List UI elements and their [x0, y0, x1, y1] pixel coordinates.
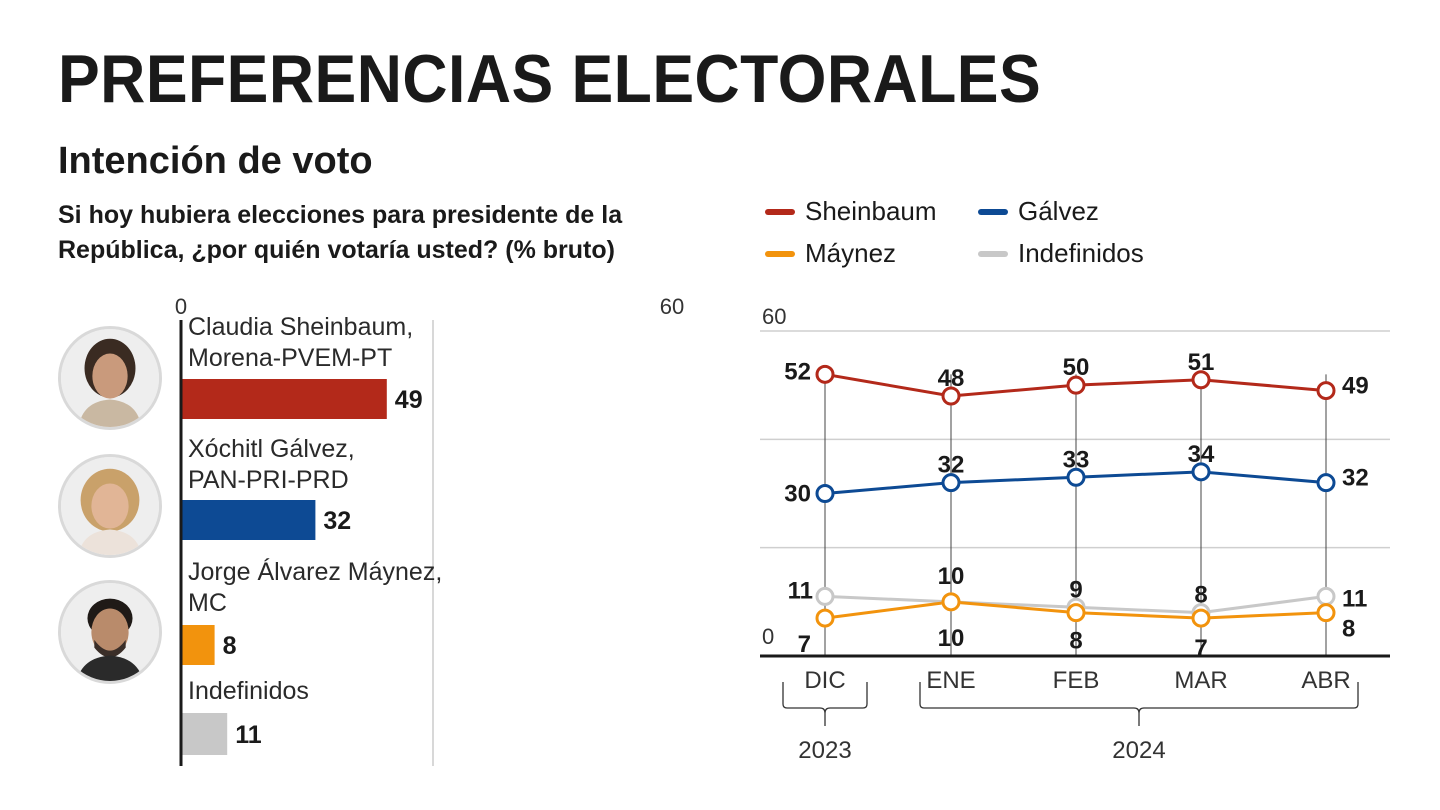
year-bracket [919, 682, 1359, 714]
data-point [941, 386, 961, 406]
bar [181, 500, 316, 540]
data-label: 7 [798, 631, 811, 658]
data-label: 32 [1342, 465, 1369, 492]
bar [181, 379, 387, 419]
legend-label: Sheinbaum [805, 196, 937, 226]
data-label: 50 [1063, 354, 1090, 381]
data-point [1191, 462, 1211, 482]
x-tick-label: ABR [1301, 667, 1350, 694]
data-label: 33 [1063, 446, 1090, 473]
data-label: 8 [1194, 582, 1207, 609]
line-chart: 60 0 52 48 50 51 49 30 32 33 34 32 11 10 9 8 11 7 10 8 7 8 DIC… [760, 304, 1390, 764]
legend-item-indefinidos: Indefinidos [978, 238, 1144, 269]
bar-category-label: Jorge Álvarez Máynez, [188, 557, 442, 586]
data-label: 52 [784, 358, 811, 385]
x-tick-label: ENE [926, 667, 975, 694]
bar-category-label: Xóchitl Gálvez, [188, 435, 355, 463]
bar-value-label: 32 [323, 507, 351, 535]
bar-category-label: MC [188, 589, 227, 617]
bar-category-label: Claudia Sheinbaum, [188, 313, 413, 341]
data-point [815, 608, 835, 628]
legend-item-sheinbaum: Sheinbaum [765, 196, 937, 227]
bar-value-label: 49 [395, 386, 423, 414]
data-label: 11 [1342, 585, 1367, 612]
data-label: 11 [788, 577, 813, 604]
x-tick-label: DIC [804, 667, 845, 694]
data-label: 10 [938, 563, 965, 590]
data-point [1191, 608, 1211, 628]
candidate-photo-galvez [58, 454, 162, 558]
year-label: 2023 [798, 737, 851, 764]
data-label: 8 [1342, 616, 1355, 643]
data-label: 10 [938, 625, 965, 652]
data-point [941, 592, 961, 612]
bar [181, 713, 228, 755]
data-point [815, 484, 835, 503]
bar-category-label: PAN-PRI-PRD [188, 466, 349, 494]
survey-question: Si hoy hubiera elecciones para president… [58, 201, 623, 264]
x-tick-label: FEB [1053, 667, 1100, 694]
data-point [815, 586, 835, 606]
legend-label: Indefinidos [1018, 238, 1144, 268]
legend-label: Máynez [805, 238, 897, 268]
data-label: 34 [1188, 441, 1215, 468]
legend-item-galvez: Gálvez [978, 196, 1099, 227]
legend-label: Gálvez [1018, 196, 1099, 226]
data-label: 9 [1069, 576, 1082, 603]
y-tick-label: 60 [762, 304, 786, 329]
x-tick-label: 60 [660, 294, 684, 319]
portrait-icon [61, 583, 159, 681]
y-tick-label: 0 [762, 624, 774, 649]
candidate-photo-maynez [58, 580, 162, 684]
data-point [1191, 370, 1211, 390]
data-point [1316, 603, 1336, 623]
data-point [1316, 586, 1336, 606]
data-point [1316, 473, 1336, 493]
bar-value-label: 8 [223, 632, 237, 660]
data-point [1066, 603, 1086, 623]
x-tick-label: MAR [1174, 667, 1227, 694]
data-label: 49 [1342, 373, 1369, 400]
bar-category-label: Morena-PVEM-PT [188, 344, 392, 372]
portrait-icon [61, 329, 159, 427]
legend-swatch [978, 208, 1008, 215]
page-title: PREFERENCIAS ELECTORALES [58, 41, 1042, 117]
data-point [1316, 381, 1336, 401]
data-point [941, 473, 961, 493]
candidate-photo-sheinbaum [58, 326, 162, 430]
data-label: 48 [938, 365, 965, 392]
page-subtitle: Intención de voto [58, 140, 373, 182]
legend-swatch [765, 250, 795, 257]
portrait-icon [61, 457, 159, 555]
data-label: 7 [1194, 635, 1207, 662]
legend-swatch [765, 208, 795, 215]
bar [181, 625, 215, 665]
data-point [1066, 375, 1086, 395]
data-point [1066, 467, 1086, 487]
year-label: 2024 [1112, 737, 1165, 764]
legend-swatch [978, 250, 1008, 257]
legend-item-maynez: Máynez [765, 238, 896, 269]
data-label: 8 [1069, 628, 1082, 655]
data-label: 32 [938, 452, 965, 479]
data-label: 30 [784, 481, 811, 508]
bar-value-label: 11 [235, 721, 262, 749]
data-label: 51 [1188, 349, 1215, 376]
x-tick-label: 0 [175, 294, 187, 319]
bar-category-label: Indefinidos [188, 677, 309, 705]
data-point [815, 364, 835, 384]
